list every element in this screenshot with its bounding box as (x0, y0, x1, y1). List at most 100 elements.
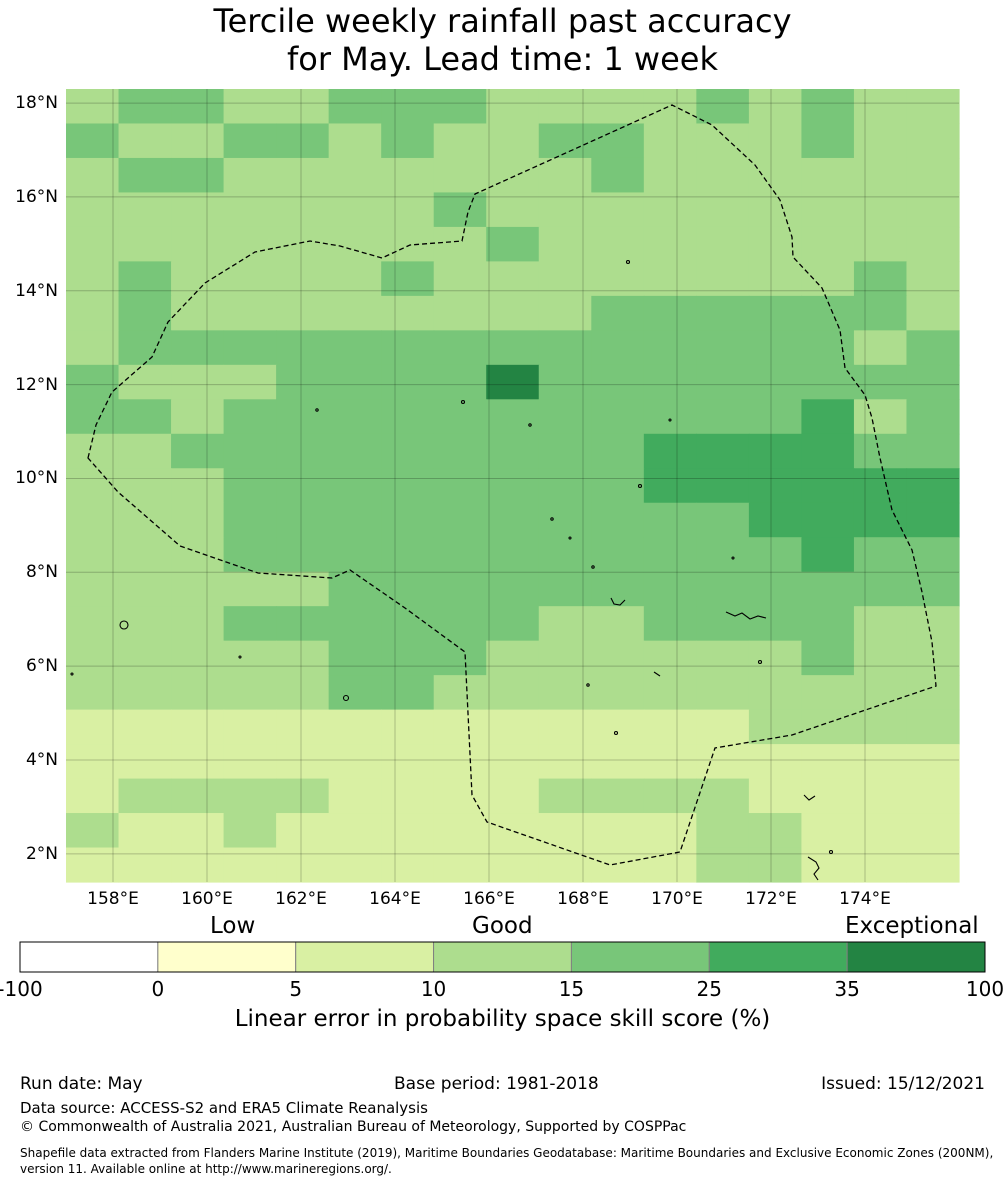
colorbar-tick-label: 25 (696, 977, 722, 1001)
grid-cell (433, 571, 487, 607)
grid-cell (748, 640, 803, 676)
grid-cell (66, 123, 120, 159)
grid-cell (643, 123, 697, 159)
grid-cell (433, 502, 487, 538)
longitude-label: 158°E (87, 889, 139, 909)
grid-cell (328, 778, 382, 814)
grid-cell (381, 226, 435, 262)
grid-cell (538, 778, 592, 814)
grid-cell (118, 640, 172, 676)
colorbar-segment (433, 941, 572, 973)
grid-cell (853, 261, 908, 297)
grid-cell (748, 364, 803, 400)
grid-cell (118, 778, 172, 814)
grid-cell (433, 226, 487, 262)
grid-cell (643, 330, 697, 366)
grid-cell (748, 813, 803, 849)
grid-cell (381, 813, 435, 849)
grid-cell (433, 261, 487, 297)
grid-cell (66, 502, 120, 538)
grid-cell (118, 847, 172, 883)
grid-cell (328, 571, 382, 607)
grid-cell (853, 571, 908, 607)
grid-cell (381, 261, 435, 297)
grid-cell (696, 123, 750, 159)
grid-cell (66, 675, 120, 711)
grid-cell (118, 364, 172, 400)
grid-cell (853, 537, 908, 573)
colorbar-outline (19, 941, 986, 973)
grid-cell (433, 675, 487, 711)
grid-cell (853, 192, 908, 228)
grid-cell (486, 89, 540, 125)
grid-cell (801, 364, 855, 400)
latitude-label: 12°N (15, 374, 58, 395)
grid-cell (538, 640, 592, 676)
grid-cell (643, 709, 697, 745)
grid-cell (276, 847, 330, 883)
grid-cell (696, 295, 750, 331)
grid-cell (171, 571, 225, 607)
grid-cell (66, 192, 120, 228)
grid-cell (748, 433, 803, 469)
grid-cell (643, 433, 697, 469)
grid-cell (591, 89, 645, 125)
category-label-exceptional: Exceptional (845, 913, 979, 939)
category-label-low: Low (210, 913, 256, 939)
grid-cell (853, 468, 908, 504)
colorbar-tick-label: 35 (834, 977, 860, 1001)
grid-cell (486, 847, 540, 883)
grid-cell (118, 468, 172, 504)
grid-cell (801, 330, 855, 366)
grid-cell (66, 330, 120, 366)
grid-cell (591, 295, 645, 331)
grid-cell (748, 744, 803, 780)
grid-cell (223, 433, 277, 469)
grid-cell (171, 157, 225, 194)
grid-cell (223, 640, 277, 676)
grid-cell (66, 468, 120, 504)
base-period: Base period: 1981-2018 (394, 1074, 599, 1094)
grid-cell (328, 640, 382, 676)
grid-cell (591, 571, 645, 607)
grid-cell (486, 261, 540, 297)
grid-cell (906, 537, 960, 573)
grid-cell (906, 123, 960, 159)
grid-cell (538, 157, 592, 194)
grid-cell (276, 675, 330, 711)
grid-cell (801, 502, 855, 538)
grid-cell (748, 330, 803, 366)
grid-cell (538, 468, 592, 504)
grid-cell (66, 813, 120, 849)
grid-cell (591, 778, 645, 814)
grid-cell (486, 123, 540, 159)
grid-cell (906, 744, 960, 780)
grid-cell (801, 537, 855, 573)
grid-cell (66, 537, 120, 573)
grid-cell (223, 675, 277, 711)
grid-cell (223, 744, 277, 780)
grid-cell (328, 226, 382, 262)
grid-cell (643, 157, 697, 194)
grid-cell (696, 399, 750, 435)
grid-cell (118, 192, 172, 228)
grid-cell (853, 330, 908, 366)
grid-cell (906, 364, 960, 400)
latitude-label: 8°N (25, 562, 58, 583)
grid-cell (433, 640, 487, 676)
grid-cell (223, 226, 277, 262)
grid-cell (801, 778, 855, 814)
longitude-label: 162°E (275, 889, 327, 909)
grid-cell (276, 537, 330, 573)
grid-cell (748, 226, 803, 262)
grid-cell (118, 606, 172, 642)
grid-cell (223, 778, 277, 814)
grid-cell (486, 364, 540, 400)
grid-cell (433, 399, 487, 435)
grid-cell (433, 778, 487, 814)
grid-cell (906, 192, 960, 228)
grid-cell (223, 468, 277, 504)
grid-cell (171, 226, 225, 262)
grid-cell (538, 89, 592, 125)
grid-cell (381, 123, 435, 159)
